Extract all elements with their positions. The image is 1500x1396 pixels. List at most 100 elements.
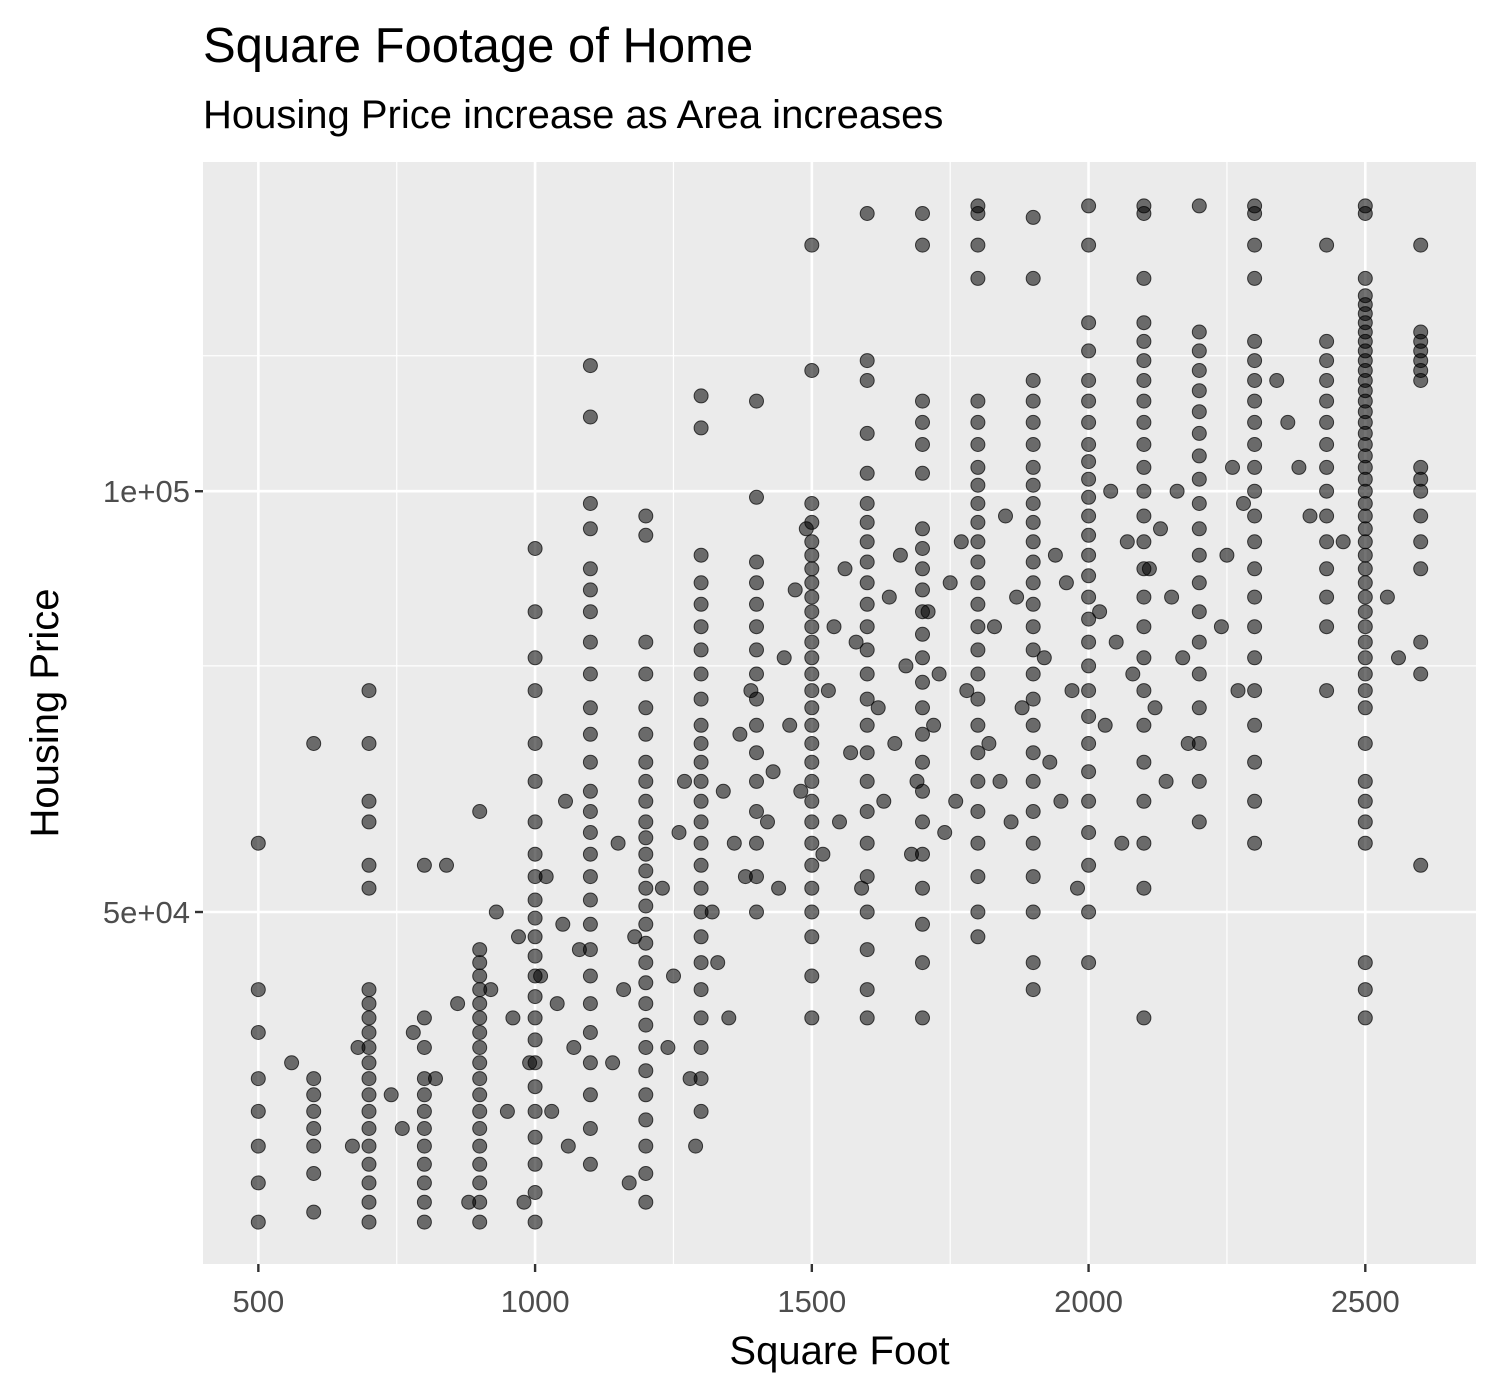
- data-point: [1136, 754, 1152, 770]
- data-point: [472, 942, 488, 958]
- data-point: [472, 1010, 488, 1026]
- data-point: [527, 541, 543, 556]
- data-point: [1247, 835, 1263, 851]
- x-tick-label: 1500: [777, 1284, 846, 1319]
- data-point: [582, 804, 598, 819]
- data-point: [1357, 955, 1373, 971]
- data-point: [1081, 508, 1097, 524]
- data-point: [450, 996, 466, 1012]
- axes: 500 1000 1500 2000 2500 5e+04 1e+05: [103, 474, 1400, 1319]
- data-point: [1191, 425, 1207, 441]
- data-point: [915, 754, 930, 770]
- data-point: [1357, 835, 1373, 851]
- data-point: [638, 1040, 654, 1055]
- data-point: [1025, 209, 1041, 225]
- data-point: [693, 835, 709, 851]
- data-point: [527, 929, 543, 945]
- data-point: [582, 916, 598, 932]
- data-point: [1191, 547, 1207, 563]
- data-point: [837, 561, 853, 577]
- data-point: [250, 1103, 266, 1119]
- data-point: [693, 642, 709, 658]
- data-point: [416, 1194, 432, 1210]
- data-point: [1136, 880, 1152, 896]
- data-point: [693, 929, 709, 945]
- data-point: [887, 736, 903, 751]
- data-point: [582, 754, 598, 770]
- data-point: [970, 393, 986, 409]
- data-point: [1247, 483, 1263, 499]
- data-point: [582, 666, 598, 682]
- data-point: [1025, 666, 1041, 682]
- data-point: [1136, 650, 1152, 666]
- data-point: [1025, 437, 1041, 452]
- data-point: [1191, 773, 1207, 789]
- data-point: [704, 904, 720, 920]
- y-axis-title: Housing Price: [23, 588, 67, 837]
- data-point: [1136, 437, 1152, 452]
- data-point: [1164, 589, 1180, 605]
- data-point: [737, 869, 753, 885]
- data-point: [926, 717, 942, 733]
- data-point: [715, 783, 731, 799]
- data-point: [1081, 527, 1097, 543]
- data-point: [1136, 393, 1152, 409]
- data-point: [931, 666, 947, 682]
- data-point: [361, 996, 377, 1012]
- data-point: [1003, 814, 1019, 830]
- data-point: [915, 726, 930, 742]
- data-point: [1180, 736, 1196, 751]
- data-point: [1236, 496, 1251, 511]
- data-point: [544, 1103, 560, 1119]
- data-point: [749, 489, 764, 505]
- data-point: [854, 880, 870, 896]
- data-point: [1158, 773, 1174, 789]
- data-point: [472, 1138, 488, 1154]
- data-point: [361, 814, 377, 830]
- data-point: [1025, 414, 1041, 430]
- data-point: [472, 1175, 488, 1191]
- data-point: [344, 1138, 360, 1154]
- data-point: [558, 793, 573, 809]
- data-point: [826, 619, 842, 635]
- data-point: [804, 700, 820, 716]
- data-point: [1357, 575, 1373, 591]
- data-point: [1247, 683, 1263, 699]
- data-point: [1191, 324, 1207, 340]
- data-point: [1247, 534, 1263, 550]
- data-point: [472, 1055, 488, 1071]
- data-point: [416, 1121, 432, 1136]
- data-point: [472, 1071, 488, 1087]
- data-point: [1136, 414, 1152, 430]
- data-point: [361, 1156, 377, 1172]
- data-point: [1025, 554, 1041, 570]
- data-point: [527, 814, 543, 830]
- data-point: [1092, 604, 1108, 620]
- data-point: [749, 619, 764, 635]
- data-point: [1413, 237, 1429, 253]
- data-point: [1247, 793, 1263, 809]
- data-point: [1319, 619, 1335, 635]
- data-point: [942, 575, 958, 591]
- data-point: [915, 393, 930, 409]
- data-point: [638, 1112, 654, 1128]
- data-point: [726, 835, 742, 851]
- data-point: [898, 658, 914, 674]
- data-point: [859, 575, 875, 591]
- data-point: [970, 477, 986, 493]
- data-point: [638, 1138, 654, 1154]
- data-point: [970, 929, 986, 945]
- data-point: [610, 835, 626, 851]
- data-point: [859, 373, 875, 388]
- data-point: [782, 717, 798, 733]
- data-point: [638, 773, 654, 789]
- data-point: [527, 948, 543, 964]
- data-point: [1213, 619, 1229, 635]
- data-point: [859, 642, 875, 658]
- data-point: [693, 666, 709, 682]
- data-point: [1319, 589, 1335, 605]
- data-point: [638, 935, 654, 951]
- data-point: [1247, 393, 1263, 409]
- data-point: [527, 910, 543, 926]
- data-point: [527, 604, 543, 620]
